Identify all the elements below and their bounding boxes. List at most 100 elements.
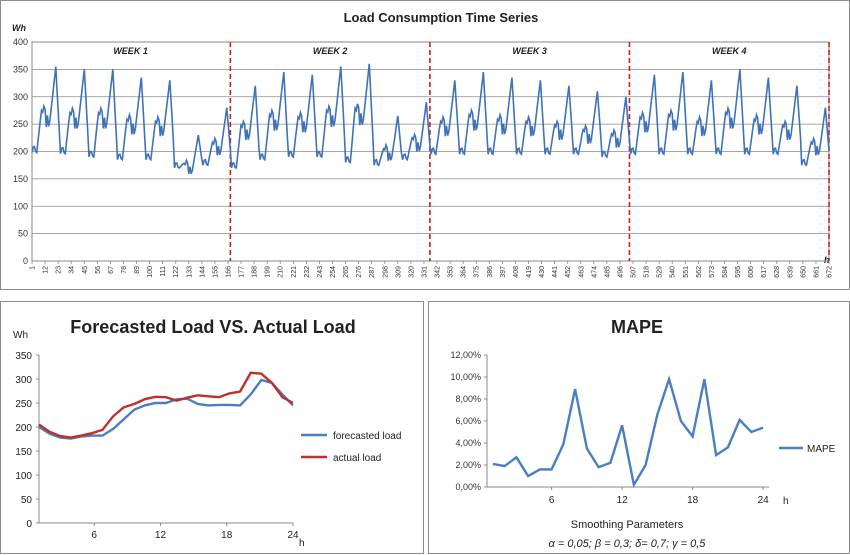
x-tick-label: 540 [670,266,677,278]
x-tick-label: 661 [813,266,820,278]
y-tick-label: 50 [21,495,33,506]
x-tick-label: 18 [687,495,699,506]
x-axis-unit: h [299,538,305,549]
week-label: WEEK 2 [313,46,348,56]
y-tick-label: 250 [13,119,28,129]
x-tick-label: 507 [631,266,638,278]
y-tick-label: 12,00% [450,350,481,360]
x-tick-label: 584 [722,266,729,278]
x-tick-label: 45 [82,266,89,274]
y-tick-label: 300 [15,375,32,386]
x-tick-label: 298 [382,266,389,278]
forecasted-load-line [38,378,294,440]
actual-load-line [38,371,294,439]
x-tick-label: 342 [435,266,442,278]
y-tick-label: 200 [15,423,32,434]
x-tick-label: 562 [696,266,703,278]
x-tick-label: 166 [225,266,232,278]
y-tick-label: 2,00% [455,460,481,470]
x-tick-label: 78 [121,266,128,274]
x-tick-label: 573 [709,266,716,278]
x-tick-label: 551 [683,266,690,278]
x-tick-label: 89 [134,266,141,274]
load-consumption-panel: Load Consumption Time Series Wh h 0 50 100… [0,0,850,290]
x-tick-label: 606 [748,266,755,278]
x-tick-label: 639 [787,266,794,278]
x-tick-label: 56 [95,266,102,274]
x-tick-label: 111 [160,266,167,277]
y-tick-label: 0,00% [455,482,481,492]
x-tick-label: 133 [186,266,193,278]
x-tick-label: 144 [199,266,206,278]
y-tick-label: 350 [15,351,32,362]
y-tick-label: 100 [15,471,32,482]
x-tick-label: 12 [43,266,50,274]
x-tick-label: 155 [212,266,219,278]
x-tick-label: 441 [552,266,559,278]
x-tick-label: 12 [617,495,629,506]
x-tick-label: 24 [758,495,770,506]
y-axis-unit: Wh [12,23,26,33]
x-tick-label: 122 [173,266,180,278]
x-tick-label: 309 [395,266,402,278]
x-tick-label: 408 [513,266,520,278]
x-tick-label: 650 [800,266,807,278]
x-tick-label: 529 [657,266,664,278]
x-tick-label: 210 [278,266,285,278]
y-tick-label: 250 [15,399,32,410]
legend-label: actual load [333,453,381,464]
chart-title: MAPE [611,317,663,337]
y-tick-label: 50 [18,229,28,239]
y-tick-label: 0 [26,519,32,530]
x-tick-label: 463 [578,266,585,278]
x-tick-label: 18 [221,530,233,541]
y-tick-label: 150 [15,447,32,458]
smoothing-parameters-values: α = 0,05; β = 0,3; δ= 0,7; γ = 0,5 [549,538,707,550]
y-tick-label: 0 [23,256,28,266]
x-tick-label: 100 [147,266,154,278]
x-tick-label: 188 [252,266,259,278]
y-tick-label: 4,00% [455,438,481,448]
x-tick-label: 485 [604,266,611,278]
x-tick-label: 1 [30,266,37,270]
x-tick-label: 254 [330,266,337,278]
x-tick-label: 12 [155,530,167,541]
x-tick-label: 353 [448,266,455,278]
x-tick-label: 364 [461,266,468,278]
x-tick-label: 24 [287,530,299,541]
y-tick-label: 300 [13,92,28,102]
x-tick-label: 265 [343,266,350,278]
legend-label: MAPE [807,444,836,455]
y-tick-label: 8,00% [455,394,481,404]
x-axis-unit: h [783,496,789,507]
x-tick-label: 595 [735,266,742,278]
x-tick-label: 320 [408,266,415,278]
x-tick-label: 386 [487,266,494,278]
y-tick-label: 100 [13,201,28,211]
smoothing-parameters-title: Smoothing Parameters [571,519,684,531]
x-tick-label: 628 [774,266,781,278]
x-tick-label: 6 [91,530,97,541]
y-tick-label: 10,00% [450,372,481,382]
x-tick-label: 375 [474,266,481,278]
x-tick-label: 496 [617,266,624,278]
x-tick-label: 221 [291,266,298,278]
chart-title: Load Consumption Time Series [344,10,539,25]
x-axis-unit: h [824,255,830,265]
x-tick-label: 617 [761,266,768,278]
x-tick-label: 243 [317,266,324,278]
x-tick-label: 452 [565,266,572,278]
x-tick-label: 331 [421,266,428,278]
x-tick-label: 67 [108,266,115,274]
mape-chart: MAPE h 0,00% 2,00% 4,00% 6,00% 8,00% 10,00% 12… [450,317,836,550]
x-tick-label: 23 [56,266,63,274]
x-tick-label: 6 [549,495,555,506]
x-tick-label: 199 [265,266,272,278]
x-tick-label: 177 [239,266,246,278]
x-tick-label: 419 [526,266,533,278]
x-tick-label: 287 [369,266,376,278]
x-tick-label: 397 [500,266,507,278]
load-consumption-chart: Load Consumption Time Series Wh h 0 50 100… [12,10,834,278]
x-tick-label: 430 [539,266,546,278]
x-tick-label: 276 [356,266,363,278]
